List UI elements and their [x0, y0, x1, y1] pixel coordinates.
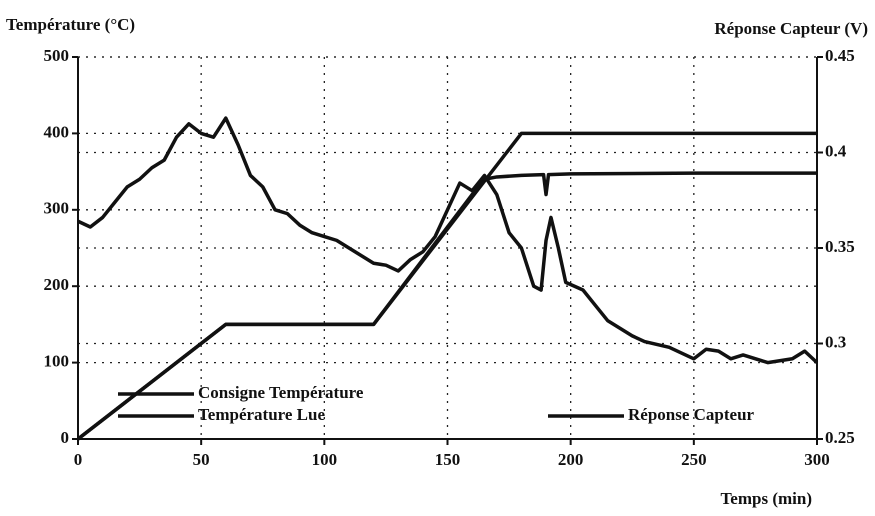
y-tick-label: 200 — [44, 275, 70, 294]
x-tick-label: 300 — [804, 450, 830, 469]
y2-tick-label: 0.35 — [825, 237, 855, 256]
y2-tick-label: 0.4 — [825, 141, 847, 160]
legend-label: Réponse Capteur — [628, 405, 755, 424]
x-tick-label: 250 — [681, 450, 707, 469]
y2-tick-label: 0.3 — [825, 332, 846, 351]
line-series — [77, 116, 819, 365]
y2-tick-label: 0.25 — [825, 428, 855, 447]
legend-label: Consigne Température — [198, 383, 364, 402]
y-tick-label: 500 — [44, 46, 70, 65]
line-series — [76, 171, 817, 441]
legend-label: Température Lue — [198, 405, 325, 424]
y-tick-label: 400 — [44, 122, 70, 141]
x-tick-label: 150 — [435, 450, 461, 469]
y2-axis-title: Réponse Capteur (V) — [714, 19, 868, 38]
y-tick-label: 0 — [61, 428, 70, 447]
y2-tick-label: 0.45 — [825, 46, 855, 65]
y-axis-title: Température (°C) — [6, 15, 135, 34]
x-tick-label: 0 — [74, 450, 83, 469]
x-tick-label: 100 — [312, 450, 338, 469]
y-tick-label: 300 — [44, 199, 70, 218]
x-axis-title: Temps (min) — [721, 489, 812, 508]
x-tick-label: 50 — [193, 450, 210, 469]
y-tick-label: 100 — [44, 352, 70, 371]
x-tick-label: 200 — [558, 450, 584, 469]
